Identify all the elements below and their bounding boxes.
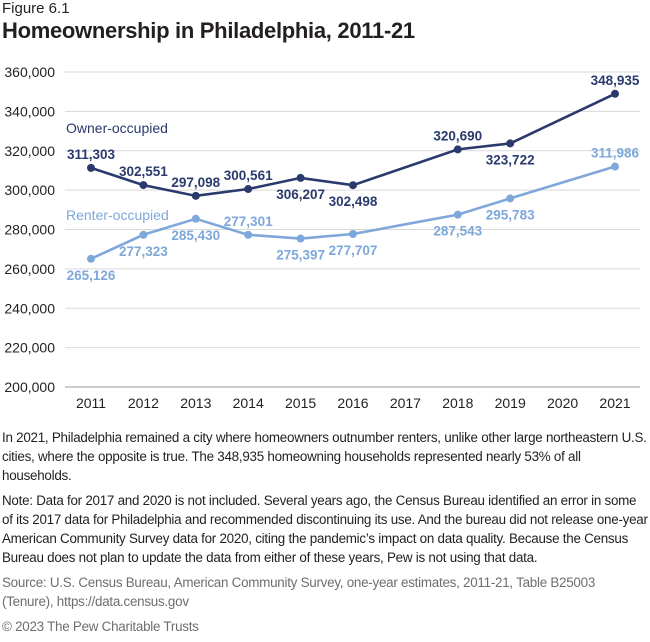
data-point xyxy=(453,210,462,219)
data-point xyxy=(611,89,619,98)
data-point xyxy=(453,145,462,154)
y-tick-label: 200,000 xyxy=(4,379,55,395)
data-point xyxy=(244,185,253,194)
data-label: 311,303 xyxy=(67,147,116,162)
data-point xyxy=(87,254,95,263)
x-tick-label: 2015 xyxy=(285,395,316,411)
data-label: 275,397 xyxy=(276,248,325,263)
data-label: 311,986 xyxy=(591,146,640,161)
x-tick-label: 2020 xyxy=(547,395,578,411)
data-label: 323,722 xyxy=(486,152,535,167)
copyright: © 2023 The Pew Charitable Trusts xyxy=(2,619,199,634)
data-label: 297,098 xyxy=(171,175,220,190)
data-point xyxy=(244,230,253,239)
y-tick-label: 360,000 xyxy=(4,64,55,80)
data-label: 287,543 xyxy=(433,224,482,239)
data-label: 277,323 xyxy=(119,244,168,259)
chart-title: Homeownership in Philadelphia, 2011-21 xyxy=(2,18,415,43)
x-tick-label: 2019 xyxy=(495,395,526,411)
data-point xyxy=(139,230,148,239)
data-point xyxy=(611,162,619,171)
x-tick-label: 2014 xyxy=(233,395,264,411)
data-label: 302,551 xyxy=(119,164,168,179)
y-tick-label: 280,000 xyxy=(4,222,55,238)
data-label: 300,561 xyxy=(224,168,273,183)
data-point xyxy=(349,181,357,190)
x-tick-label: 2011 xyxy=(76,395,106,411)
x-tick-label: 2017 xyxy=(390,395,421,411)
data-label: 295,783 xyxy=(486,207,535,222)
y-tick-label: 340,000 xyxy=(4,103,55,119)
data-label: 348,935 xyxy=(591,73,640,88)
data-label: 277,707 xyxy=(329,243,378,258)
y-tick-label: 300,000 xyxy=(4,182,55,198)
data-label: 302,498 xyxy=(329,194,378,209)
figure-label: Figure 6.1 xyxy=(2,0,70,17)
body-text: In 2021, Philadelphia remained a city wh… xyxy=(2,430,647,483)
data-point xyxy=(87,163,95,172)
data-point xyxy=(296,173,305,182)
data-point xyxy=(506,139,515,148)
source-text: Source: U.S. Census Bureau, American Com… xyxy=(2,575,596,609)
data-label: 277,301 xyxy=(224,214,273,229)
x-tick-label: 2018 xyxy=(442,395,473,411)
data-point xyxy=(139,181,148,190)
data-point xyxy=(191,191,200,200)
data-point xyxy=(191,214,200,223)
data-point xyxy=(296,234,305,243)
data-label: 320,690 xyxy=(433,128,482,143)
y-tick-label: 240,000 xyxy=(4,300,55,316)
x-tick-label: 2012 xyxy=(128,395,159,411)
x-tick-label: 2016 xyxy=(337,395,368,411)
note-text: Note: Data for 2017 and 2020 is not incl… xyxy=(2,493,648,565)
x-tick-label: 2021 xyxy=(599,395,630,411)
data-point xyxy=(349,230,357,239)
data-point xyxy=(506,194,515,203)
data-label: 306,207 xyxy=(276,187,325,202)
y-tick-label: 260,000 xyxy=(4,261,55,277)
line-chart: 200,000 220,000 240,000 260,000 280,000 300,0… xyxy=(4,64,640,411)
series-label-renter: Renter-occupied xyxy=(66,207,169,223)
y-tick-label: 320,000 xyxy=(4,143,55,159)
series-label-owner: Owner-occupied xyxy=(66,120,168,136)
data-label: 285,430 xyxy=(171,228,220,243)
data-label: 265,126 xyxy=(67,268,116,283)
y-tick-label: 220,000 xyxy=(4,340,55,356)
x-tick-label: 2013 xyxy=(180,395,211,411)
